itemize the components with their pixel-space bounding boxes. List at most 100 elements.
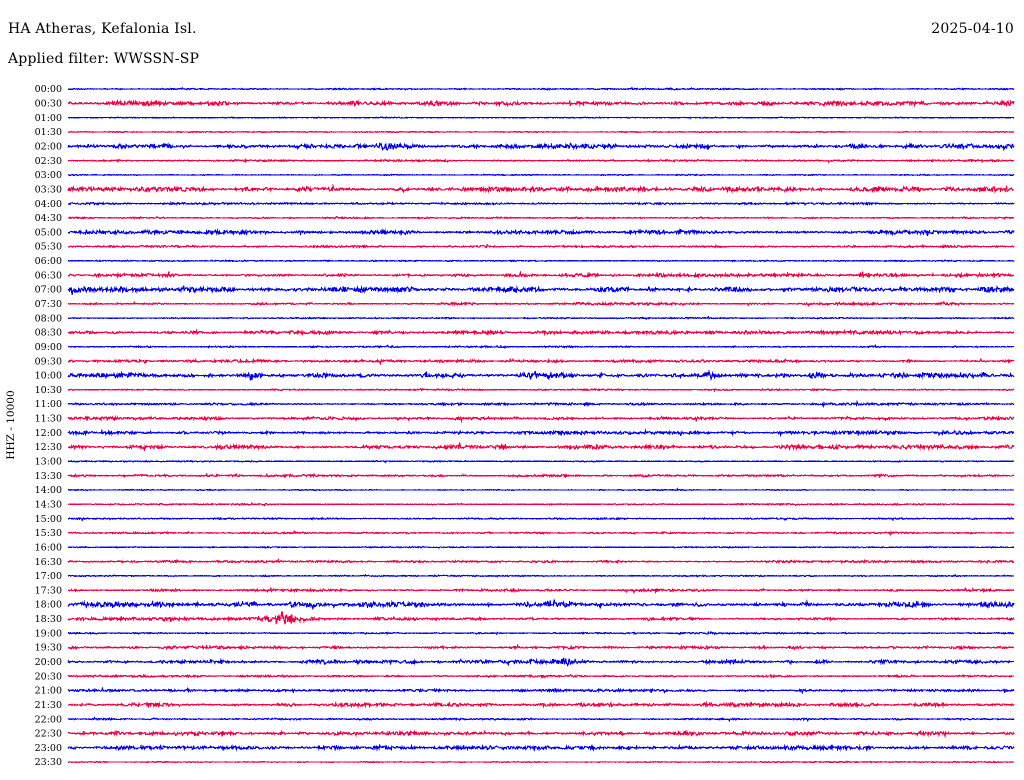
seismic-trace xyxy=(67,369,1015,381)
seismic-trace xyxy=(67,530,1015,537)
time-tick-label: 10:00 xyxy=(35,371,62,382)
seismic-trace xyxy=(67,285,1015,296)
time-tick-label: 03:30 xyxy=(35,184,62,195)
time-tick-label: 21:30 xyxy=(35,700,62,711)
time-tick-label: 21:00 xyxy=(35,686,62,697)
seismic-trace xyxy=(67,158,1015,164)
time-tick-label: 06:00 xyxy=(35,256,62,267)
seismic-trace xyxy=(67,472,1015,479)
time-tick-label: 16:00 xyxy=(35,542,62,553)
time-tick-label: 20:00 xyxy=(35,657,62,668)
time-tick-label: 03:00 xyxy=(35,170,62,181)
seismic-trace xyxy=(67,686,1015,695)
seismic-trace xyxy=(67,130,1015,134)
seismic-trace xyxy=(67,300,1015,307)
seismic-trace xyxy=(67,442,1015,453)
time-tick-label: 16:30 xyxy=(35,557,62,568)
time-tick-label: 05:30 xyxy=(35,242,62,253)
seismic-trace xyxy=(67,86,1014,92)
seismic-trace xyxy=(67,760,1015,764)
time-tick-label: 09:00 xyxy=(35,342,62,353)
time-tick-label: 07:30 xyxy=(35,299,62,310)
time-tick-label: 02:30 xyxy=(35,156,62,167)
station-title: HA Atheras, Kefalonia Isl. xyxy=(8,21,197,37)
seismic-trace xyxy=(67,516,1015,522)
seismic-trace xyxy=(67,611,1015,626)
seismic-trace xyxy=(67,599,1015,611)
time-tick-labels: 00:00 00:30 01:00 01:30 02:00 02:30 03:00 03:30… xyxy=(35,84,62,768)
seismic-trace xyxy=(67,259,1015,263)
seismic-trace xyxy=(67,428,1015,438)
seismic-trace xyxy=(68,573,1015,579)
seismic-trace xyxy=(67,700,1015,709)
time-tick-label: 19:30 xyxy=(35,643,62,654)
time-tick-label: 22:00 xyxy=(35,714,62,725)
seismic-trace xyxy=(67,173,1015,177)
seismic-trace xyxy=(67,116,1015,120)
time-tick-label: 19:00 xyxy=(35,628,62,639)
time-tick-label: 01:00 xyxy=(35,113,62,124)
seismic-trace xyxy=(67,387,1015,393)
time-tick-label: 13:00 xyxy=(35,457,62,468)
seismic-trace xyxy=(67,141,1015,152)
time-tick-label: 20:30 xyxy=(35,671,62,682)
time-tick-label: 04:30 xyxy=(35,213,62,224)
time-tick-label: 05:00 xyxy=(35,227,62,238)
time-tick-label: 10:30 xyxy=(35,385,62,396)
time-tick-label: 11:30 xyxy=(35,414,62,425)
seismic-trace xyxy=(67,183,1015,194)
seismic-trace xyxy=(67,357,1015,366)
seismic-trace xyxy=(67,657,1015,667)
time-tick-label: 23:30 xyxy=(35,757,62,768)
seismic-trace xyxy=(67,270,1015,279)
seismic-trace xyxy=(67,545,1015,549)
time-tick-label: 04:00 xyxy=(35,199,62,210)
time-tick-label: 02:00 xyxy=(35,141,62,152)
time-tick-label: 17:30 xyxy=(35,585,62,596)
seismic-trace xyxy=(67,243,1015,249)
time-tick-label: 06:30 xyxy=(35,270,62,281)
time-tick-label: 22:30 xyxy=(35,729,62,740)
time-tick-label: 18:30 xyxy=(35,614,62,625)
seismic-traces xyxy=(67,86,1015,764)
record-date: 2025-04-10 xyxy=(931,21,1014,37)
time-tick-label: 18:00 xyxy=(35,600,62,611)
seismic-trace xyxy=(67,459,1015,464)
seismic-trace xyxy=(67,200,1015,206)
seismic-trace xyxy=(67,630,1015,636)
time-tick-label: 11:00 xyxy=(35,399,62,410)
time-tick-label: 09:30 xyxy=(35,356,62,367)
seismic-trace xyxy=(67,729,1015,739)
seismic-trace xyxy=(67,98,1015,108)
seismic-trace xyxy=(67,315,1015,321)
seismic-trace xyxy=(67,344,1015,350)
time-tick-label: 14:30 xyxy=(35,499,62,510)
seismic-trace xyxy=(67,501,1015,507)
seismic-trace xyxy=(67,716,1015,723)
time-tick-label: 12:30 xyxy=(35,442,62,453)
seismic-trace xyxy=(67,414,1015,424)
time-tick-label: 15:00 xyxy=(35,514,62,525)
time-tick-label: 07:00 xyxy=(35,285,62,296)
time-tick-label: 00:00 xyxy=(35,84,62,95)
time-tick-label: 12:00 xyxy=(35,428,62,439)
seismic-trace xyxy=(67,215,1015,220)
seismic-trace xyxy=(67,227,1015,237)
time-tick-label: 23:00 xyxy=(35,743,62,754)
time-tick-label: 08:30 xyxy=(35,328,62,339)
seismic-trace xyxy=(67,558,1015,565)
time-tick-label: 00:30 xyxy=(35,99,62,110)
seismic-trace xyxy=(67,743,1015,752)
time-tick-label: 08:00 xyxy=(35,313,62,324)
vertical-axis-label: HHZ - 10000 xyxy=(5,390,17,459)
seismic-trace xyxy=(67,399,1015,409)
y-axis-label-group: HHZ - 10000 xyxy=(5,390,17,459)
seismic-trace xyxy=(67,328,1015,337)
applied-filter-label: Applied filter: WWSSN-SP xyxy=(8,51,200,67)
seismic-trace xyxy=(67,643,1015,651)
time-tick-label: 17:00 xyxy=(35,571,62,582)
time-tick-label: 13:30 xyxy=(35,471,62,482)
time-tick-label: 15:30 xyxy=(35,528,62,539)
time-tick-label: 01:30 xyxy=(35,127,62,138)
